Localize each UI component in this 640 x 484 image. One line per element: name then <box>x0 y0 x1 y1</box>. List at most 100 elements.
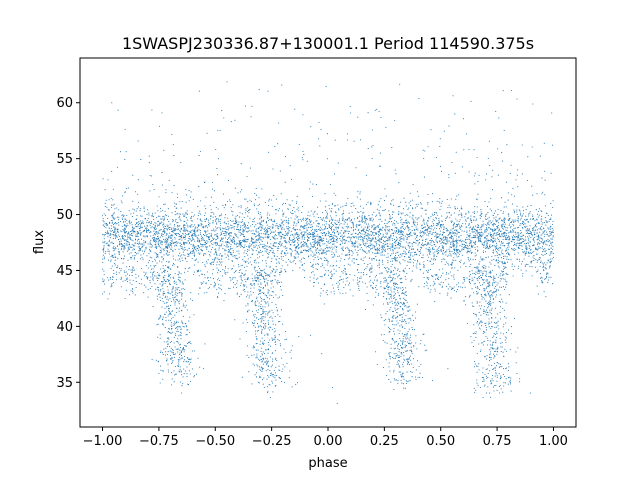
data-point <box>469 226 472 228</box>
data-point <box>262 225 264 227</box>
data-point <box>116 216 118 218</box>
data-point <box>343 265 345 267</box>
data-point <box>319 241 321 243</box>
data-point <box>424 232 426 234</box>
data-point <box>161 244 163 246</box>
data-point <box>506 233 508 235</box>
data-point <box>426 270 428 272</box>
data-point <box>179 213 182 215</box>
data-point <box>352 258 354 260</box>
data-point <box>238 256 240 258</box>
data-point <box>264 229 266 232</box>
data-point <box>394 258 396 260</box>
data-point <box>157 235 159 237</box>
data-point <box>164 226 166 228</box>
data-point <box>358 211 360 213</box>
data-point <box>126 214 128 217</box>
data-point <box>199 232 201 234</box>
data-point <box>511 203 514 205</box>
data-point <box>543 236 545 238</box>
data-point <box>441 227 443 229</box>
data-point <box>265 247 267 249</box>
data-point <box>143 242 145 244</box>
data-point <box>112 218 114 220</box>
data-point <box>494 255 496 257</box>
data-point <box>457 251 459 253</box>
data-point <box>255 262 257 264</box>
data-point <box>314 210 316 213</box>
data-point <box>485 235 487 237</box>
data-point <box>281 233 283 235</box>
data-point <box>197 229 199 231</box>
data-point <box>285 250 287 252</box>
data-point <box>354 249 356 251</box>
data-point <box>326 244 328 246</box>
data-point <box>317 225 319 228</box>
data-point <box>369 242 371 244</box>
data-point <box>147 229 150 231</box>
data-point <box>142 222 144 224</box>
data-point <box>318 223 320 225</box>
data-point <box>550 202 552 204</box>
data-point <box>163 230 165 232</box>
data-point <box>504 245 506 247</box>
data-point <box>467 235 470 237</box>
data-point <box>219 227 221 229</box>
data-point <box>302 225 304 227</box>
data-point <box>547 238 549 241</box>
data-point <box>501 233 503 235</box>
data-point <box>415 217 417 219</box>
data-point <box>420 215 422 217</box>
data-point <box>445 251 447 253</box>
data-point <box>190 250 192 252</box>
data-point <box>115 222 117 224</box>
data-point <box>511 263 513 265</box>
data-point <box>113 212 115 214</box>
data-point <box>228 236 230 238</box>
data-point <box>367 245 369 247</box>
data-point <box>306 227 308 229</box>
data-point <box>490 240 492 242</box>
data-point <box>408 232 411 234</box>
data-point <box>522 210 524 212</box>
data-point <box>162 241 164 243</box>
data-point <box>354 240 357 242</box>
data-point <box>244 240 246 242</box>
data-point <box>397 222 399 224</box>
data-point <box>199 210 201 212</box>
data-point <box>234 243 236 245</box>
data-point <box>428 253 430 255</box>
data-point <box>121 225 123 227</box>
data-point <box>517 267 519 269</box>
data-point <box>202 238 204 240</box>
data-point <box>432 252 434 254</box>
data-point <box>539 240 541 242</box>
data-point <box>329 227 332 230</box>
data-point <box>493 235 495 237</box>
data-point <box>120 230 122 232</box>
data-point <box>465 226 467 228</box>
data-point <box>240 225 242 227</box>
data-point <box>356 226 358 228</box>
data-point <box>424 209 426 212</box>
data-point <box>342 237 344 239</box>
data-point <box>188 255 190 257</box>
data-point <box>175 233 177 235</box>
data-point <box>236 221 238 223</box>
data-point <box>335 215 337 217</box>
data-point <box>155 240 157 242</box>
data-point <box>497 225 499 227</box>
data-point <box>425 213 427 215</box>
data-point <box>240 206 242 208</box>
data-point <box>395 259 397 261</box>
data-point <box>179 258 181 260</box>
data-point <box>339 260 341 262</box>
data-point <box>322 217 325 219</box>
data-point <box>229 199 231 201</box>
data-point <box>347 263 349 265</box>
data-point <box>346 230 348 232</box>
data-point <box>129 231 131 233</box>
data-point <box>511 241 513 243</box>
data-point <box>257 238 259 240</box>
data-point <box>275 198 277 200</box>
